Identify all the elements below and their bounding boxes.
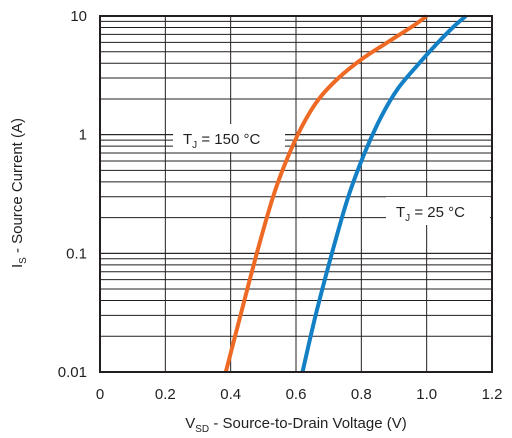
y-axis-label-sub: S bbox=[18, 257, 29, 264]
label-tj-25c-box bbox=[386, 197, 490, 225]
label-tj-150c-text: TJ = 150 °C bbox=[183, 131, 260, 151]
series-label-main: T bbox=[183, 131, 192, 148]
x-axis-label: VSD - Source-to-Drain Voltage (V) bbox=[185, 415, 407, 435]
label-tj-25c: TJ = 25 °C bbox=[386, 197, 490, 225]
y-tick-label: 0.01 bbox=[58, 364, 87, 381]
x-tick-label: 0 bbox=[96, 386, 104, 403]
plot-frame bbox=[99, 15, 493, 373]
series-label-sub: J bbox=[192, 140, 197, 151]
x-tick-label: 1.2 bbox=[482, 386, 503, 403]
x-axis-label-main: V bbox=[185, 415, 195, 432]
x-tick-labels: 0 0.2 0.4 0.6 0.8 1.0 1.2 bbox=[96, 386, 503, 403]
series-label-main: T bbox=[396, 204, 405, 221]
series-label-sub: J bbox=[405, 213, 410, 224]
y-axis-label-main: I bbox=[9, 264, 26, 268]
y-axis-label: IS - Source Current (A) bbox=[9, 118, 29, 268]
x-tick-label: 0.4 bbox=[220, 386, 241, 403]
curve-tj-150c bbox=[223, 14, 428, 373]
y-tick-label: 10 bbox=[70, 8, 87, 25]
x-axis-label-sub: SD bbox=[195, 424, 209, 435]
y-tick-label: 1 bbox=[79, 127, 87, 144]
x-tick-label: 0.2 bbox=[155, 386, 176, 403]
label-tj-25c-text: TJ = 25 °C bbox=[396, 204, 465, 224]
series-label-rest: = 25 °C bbox=[410, 204, 465, 221]
grid bbox=[99, 15, 493, 373]
series-label-rest: = 150 °C bbox=[197, 131, 260, 148]
series-labels: TJ = 150 °CTJ = 25 °C bbox=[173, 124, 490, 225]
x-tick-label: 0.8 bbox=[351, 386, 372, 403]
y-tick-label: 0.1 bbox=[66, 245, 87, 262]
x-axis-label-rest: - Source-to-Drain Voltage (V) bbox=[209, 415, 407, 432]
curve-tj-25c bbox=[300, 14, 468, 373]
y-tick-labels: 0.01 0.1 1 10 bbox=[58, 8, 87, 381]
x-tick-label: 1.0 bbox=[416, 386, 437, 403]
y-axis-label-rest: - Source Current (A) bbox=[9, 118, 26, 257]
label-tj-150c: TJ = 150 °C bbox=[173, 124, 285, 152]
x-tick-label: 0.6 bbox=[286, 386, 307, 403]
curves bbox=[223, 14, 468, 373]
label-tj-150c-box bbox=[173, 124, 285, 152]
